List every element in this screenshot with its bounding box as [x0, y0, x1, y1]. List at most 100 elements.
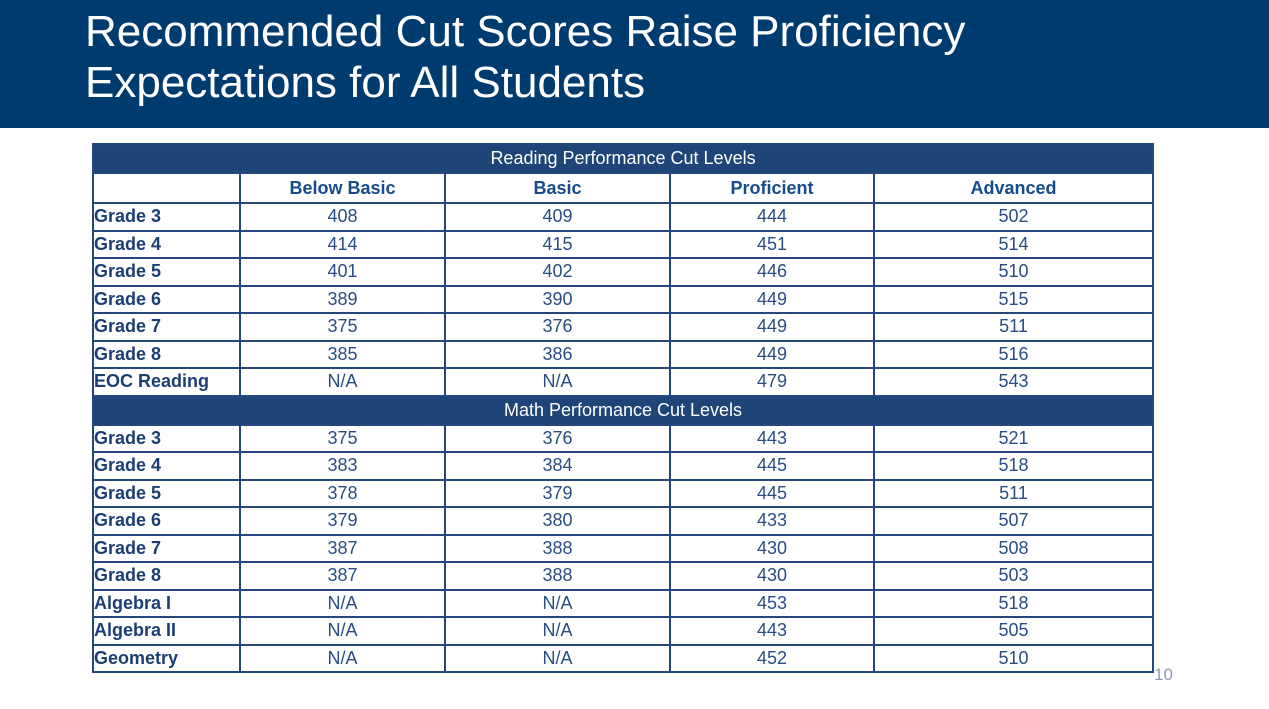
- row-label-cell: Grade 3: [92, 202, 241, 232]
- value-cell: 376: [444, 312, 671, 342]
- value-cell: 445: [669, 478, 875, 508]
- table-row: Grade 4 414 415 451 514: [92, 229, 1155, 259]
- value-cell: 449: [669, 284, 875, 314]
- row-label-cell: Grade 6: [92, 506, 241, 536]
- column-header-cell: Below Basic: [239, 172, 446, 204]
- value-cell: 430: [669, 561, 875, 591]
- table-row: Grade 3 375 376 443 521: [92, 423, 1155, 453]
- row-label-cell: Algebra I: [92, 588, 241, 618]
- value-cell: 414: [239, 229, 446, 259]
- column-header-cell: Basic: [444, 172, 671, 204]
- value-cell: 443: [669, 616, 875, 646]
- row-label-cell: Grade 7: [92, 312, 241, 342]
- value-cell: 376: [444, 423, 671, 453]
- value-cell: 511: [872, 478, 1155, 508]
- value-cell: 514: [872, 229, 1155, 259]
- table-row: Grade 6 379 380 433 507: [92, 506, 1155, 536]
- value-cell: 433: [669, 506, 875, 536]
- value-cell: 503: [872, 561, 1155, 591]
- table-row: Geometry N/A N/A 452 510: [92, 643, 1155, 673]
- value-cell: 387: [239, 561, 446, 591]
- value-cell: N/A: [444, 616, 671, 646]
- table-row: Grade 4 383 384 445 518: [92, 451, 1155, 481]
- value-cell: 543: [872, 367, 1155, 397]
- table-row: Algebra I N/A N/A 453 518: [92, 588, 1155, 618]
- cut-scores-table-container: Reading Performance Cut Levels Below Basi…: [91, 143, 1155, 673]
- table-row: Grade 7 387 388 430 508: [92, 533, 1155, 563]
- value-cell: 415: [444, 229, 671, 259]
- table-row: Grade 6 389 390 449 515: [92, 284, 1155, 314]
- slide-title-line1: Recommended Cut Scores Raise Proficiency: [85, 7, 966, 56]
- value-cell: 502: [872, 202, 1155, 232]
- value-cell: N/A: [444, 643, 671, 673]
- value-cell: 518: [872, 588, 1155, 618]
- column-header-cell: Advanced: [872, 172, 1155, 204]
- table-section-row: Math Performance Cut Levels: [91, 394, 1155, 426]
- value-cell: 445: [669, 451, 875, 481]
- value-cell: 443: [669, 423, 875, 453]
- value-cell: 409: [444, 202, 671, 232]
- value-cell: 511: [872, 312, 1155, 342]
- value-cell: 507: [872, 506, 1155, 536]
- value-cell: 449: [669, 312, 875, 342]
- value-cell: N/A: [239, 588, 446, 618]
- row-label-cell: Algebra II: [92, 616, 241, 646]
- value-cell: 375: [239, 312, 446, 342]
- value-cell: 430: [669, 533, 875, 563]
- page-number: 10: [1154, 665, 1173, 684]
- row-label-cell: Grade 5: [92, 257, 241, 287]
- value-cell: 387: [239, 533, 446, 563]
- value-cell: 383: [239, 451, 446, 481]
- value-cell: 390: [444, 284, 671, 314]
- value-cell: 449: [669, 339, 875, 369]
- value-cell: 402: [444, 257, 671, 287]
- value-cell: 446: [669, 257, 875, 287]
- table-row: Grade 8 385 386 449 516: [92, 339, 1155, 369]
- row-label-cell: EOC Reading: [92, 367, 241, 397]
- table-row: Grade 5 401 402 446 510: [92, 257, 1155, 287]
- row-label-cell: Grade 4: [92, 229, 241, 259]
- value-cell: 401: [239, 257, 446, 287]
- value-cell: 375: [239, 423, 446, 453]
- value-cell: 386: [444, 339, 671, 369]
- row-label-cell: Grade 3: [92, 423, 241, 453]
- table-row: Grade 7 375 376 449 511: [92, 312, 1155, 342]
- value-cell: N/A: [239, 643, 446, 673]
- table-section-header: Math Performance Cut Levels: [91, 394, 1155, 426]
- value-cell: 510: [872, 643, 1155, 673]
- table-row: Grade 3 408 409 444 502: [92, 202, 1155, 232]
- value-cell: N/A: [444, 588, 671, 618]
- value-cell: 505: [872, 616, 1155, 646]
- value-cell: 479: [669, 367, 875, 397]
- value-cell: N/A: [239, 367, 446, 397]
- value-cell: 451: [669, 229, 875, 259]
- row-label-cell: Grade 5: [92, 478, 241, 508]
- value-cell: 453: [669, 588, 875, 618]
- row-label-cell: Grade 7: [92, 533, 241, 563]
- value-cell: 385: [239, 339, 446, 369]
- value-cell: 521: [872, 423, 1155, 453]
- title-band: Recommended Cut Scores Raise Proficiency…: [0, 0, 1269, 128]
- value-cell: 510: [872, 257, 1155, 287]
- value-cell: 452: [669, 643, 875, 673]
- column-header-cell: Proficient: [669, 172, 875, 204]
- slide-title-line2: Expectations for All Students: [85, 58, 646, 107]
- row-label-cell: Grade 6: [92, 284, 241, 314]
- value-cell: 378: [239, 478, 446, 508]
- table-row: Grade 8 387 388 430 503: [92, 561, 1155, 591]
- value-cell: 379: [444, 478, 671, 508]
- value-cell: 388: [444, 561, 671, 591]
- table-section-row: Reading Performance Cut Levels: [91, 143, 1155, 174]
- value-cell: 389: [239, 284, 446, 314]
- value-cell: 516: [872, 339, 1155, 369]
- value-cell: 444: [669, 202, 875, 232]
- value-cell: N/A: [444, 367, 671, 397]
- corner-cell: [92, 172, 241, 204]
- value-cell: 518: [872, 451, 1155, 481]
- value-cell: 408: [239, 202, 446, 232]
- value-cell: 380: [444, 506, 671, 536]
- value-cell: 379: [239, 506, 446, 536]
- value-cell: N/A: [239, 616, 446, 646]
- cut-scores-table: Reading Performance Cut Levels Below Basi…: [91, 143, 1155, 673]
- table-row: Grade 5 378 379 445 511: [92, 478, 1155, 508]
